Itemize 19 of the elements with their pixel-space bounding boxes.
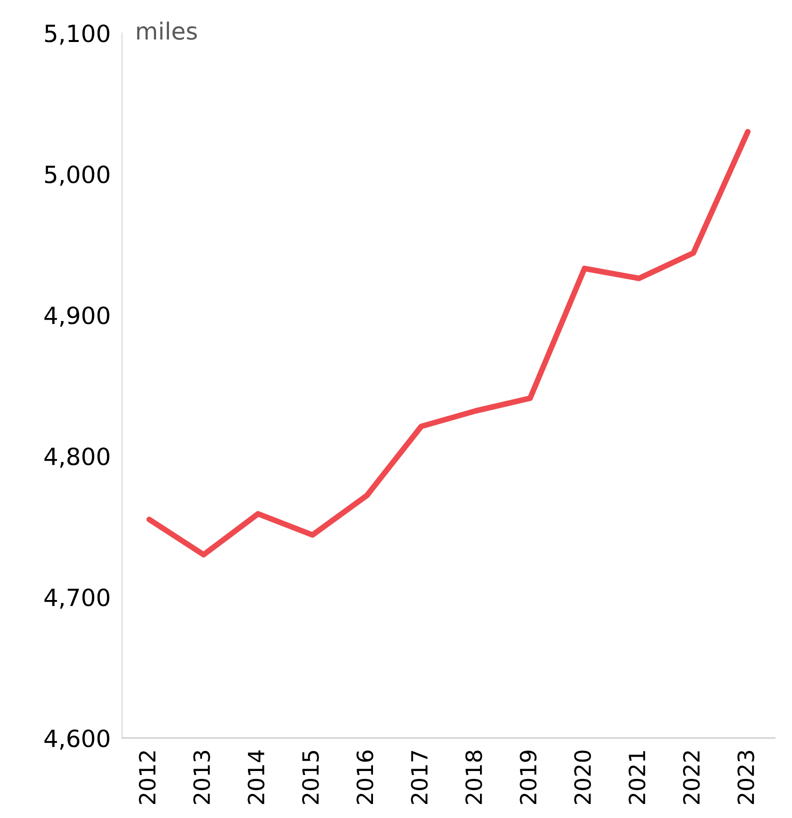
y-tick-label: 5,100 — [45, 24, 110, 45]
x-tick-label: 2013 — [193, 750, 210, 804]
x-tick-label: 2014 — [248, 750, 264, 804]
x-tick-label: 2021 — [628, 751, 646, 804]
y-tick-label: 5,000 — [45, 165, 110, 186]
x-tick-label: 2015 — [302, 751, 319, 804]
x-tick-label: 2019 — [520, 750, 537, 804]
y-tick-label: 4,600 — [44, 729, 110, 750]
y-tick-label: 4,900 — [44, 306, 110, 327]
x-tick-label: 2022 — [683, 751, 700, 804]
x-tick-label: 2016 — [356, 750, 374, 804]
x-tick-label: 2020 — [574, 750, 591, 804]
x-tick-label: 2012 — [138, 751, 156, 804]
x-tick-label: 2017 — [410, 751, 428, 804]
y-tick-label: 4,800 — [44, 447, 110, 468]
y-tick-label: 4,700 — [44, 588, 110, 609]
y-axis-title: miles — [137, 22, 197, 40]
x-tick-label: 2023 — [737, 750, 754, 804]
x-tick-label: 2018 — [465, 750, 482, 804]
